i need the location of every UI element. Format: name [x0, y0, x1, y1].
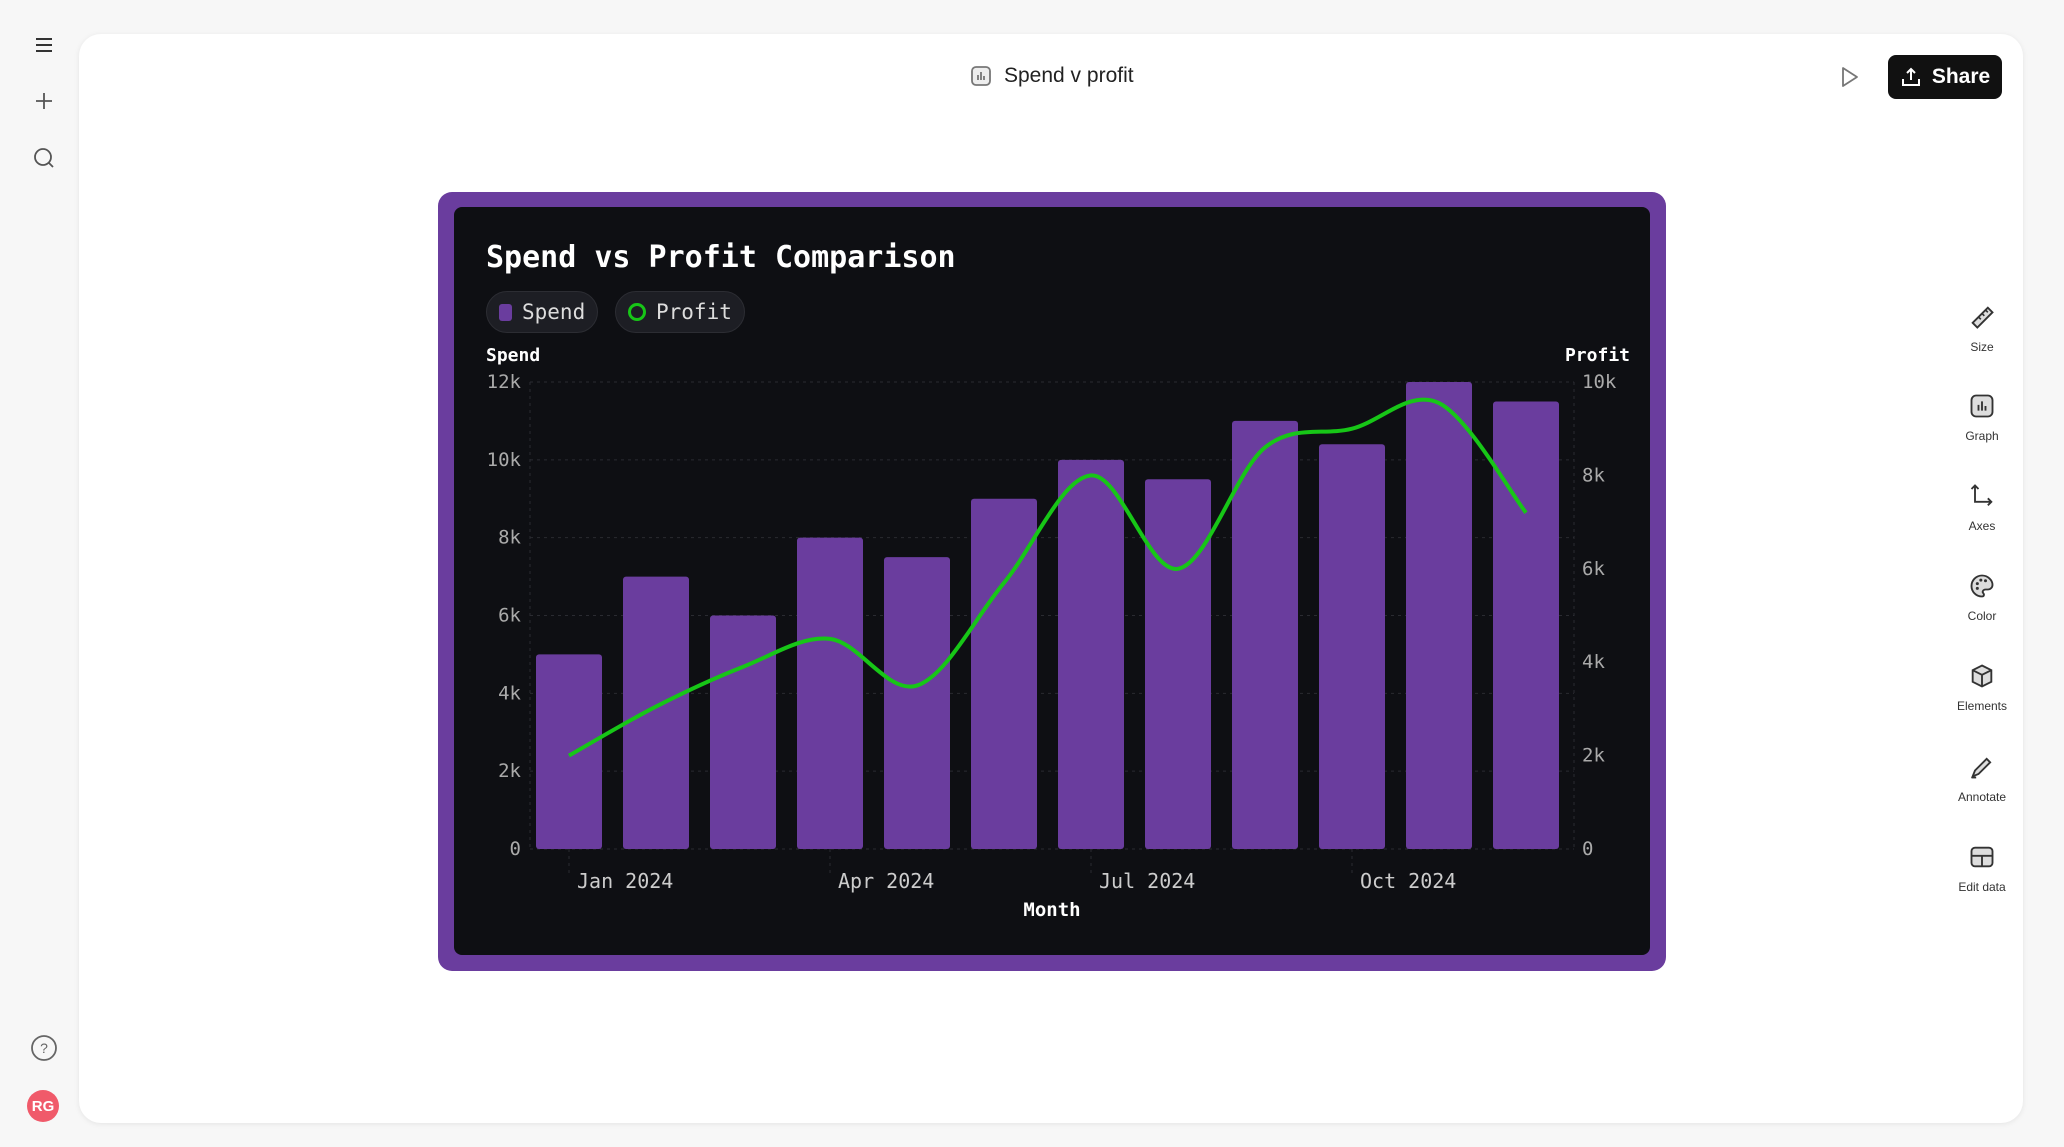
spend-bar — [1319, 444, 1385, 849]
chart-plot: 0 2k 4k 6k 8k 10k 12k 0 2k 4k 6k 8k 10k Spend Profit Ja… — [486, 345, 1630, 921]
x-tick-label: Jul 2024 — [1099, 869, 1195, 893]
spend-bar — [884, 557, 950, 849]
share-label: Share — [1931, 65, 1991, 88]
x-tick-label: Jan 2024 — [577, 869, 673, 893]
spend-bar — [1232, 420, 1298, 849]
chart-frame[interactable]: Spend vs Profit Comparison Spend Profit … — [438, 192, 1666, 971]
toolbar-axes[interactable]: Axes — [1942, 482, 2022, 533]
toolbar-label: Axes — [1968, 519, 1996, 533]
upload-icon — [1901, 67, 1920, 86]
toolbar-size[interactable]: Size — [1942, 303, 2022, 354]
y-right-tick-label: 0 — [1582, 838, 1593, 860]
help-icon[interactable]: ? — [30, 1034, 58, 1062]
avatar[interactable]: RG — [27, 1090, 59, 1122]
x-axis-title: Month — [1023, 899, 1080, 921]
y-left-tick-label: 6k — [498, 605, 521, 627]
legend-profit-label: Profit — [656, 300, 732, 324]
y-right-tick-label: 10k — [1582, 371, 1617, 393]
y-left-tick-label: 0 — [510, 838, 521, 860]
legend-spend[interactable]: Spend — [486, 291, 599, 333]
toolbar-elements[interactable]: Elements — [1942, 662, 2022, 713]
document-title-text: Spend v profit — [1004, 64, 1134, 87]
left-nav: ? RG — [0, 0, 79, 1147]
play-icon[interactable] — [1836, 64, 1862, 95]
spend-swatch — [499, 303, 512, 321]
axes-icon — [1970, 484, 1993, 506]
bar-chart-icon — [1970, 394, 1994, 418]
toolbar-color[interactable]: Color — [1942, 572, 2022, 623]
profit-swatch — [628, 303, 646, 321]
toolbar-label: Graph — [1965, 429, 1999, 443]
toolbar-label: Size — [1970, 340, 1994, 354]
plus-icon[interactable] — [30, 87, 58, 115]
ruler-icon — [1971, 306, 1994, 329]
toolbar-edit-data[interactable]: Edit data — [1942, 843, 2022, 894]
pencil-icon — [1970, 757, 1992, 779]
spend-bar — [710, 615, 776, 849]
toolbar-label: Annotate — [1957, 790, 2007, 804]
y-right-tick-label: 4k — [1582, 651, 1605, 673]
share-button[interactable]: Share — [1888, 55, 2002, 99]
toolbar-graph[interactable]: Graph — [1942, 392, 2022, 443]
palette-icon — [1970, 574, 1994, 598]
spend-bar — [1493, 401, 1559, 849]
spend-bar — [1145, 479, 1211, 849]
menu-icon[interactable] — [30, 31, 58, 59]
spend-bar — [623, 576, 689, 849]
y-right-axis-title: Profit — [1565, 345, 1630, 366]
y-left-tick-label: 2k — [498, 760, 521, 782]
toolbar-label: Elements — [1956, 699, 2008, 713]
y-left-tick-label: 4k — [498, 682, 521, 704]
chart-doc-icon — [971, 66, 991, 86]
table-icon — [1970, 846, 1994, 868]
y-left-tick-label: 8k — [498, 527, 521, 549]
y-right-tick-label: 8k — [1582, 464, 1605, 486]
toolbar-label: Edit data — [1958, 880, 2006, 894]
toolbar-annotate[interactable]: Annotate — [1942, 753, 2022, 804]
document-title[interactable]: Spend v profit — [970, 64, 1134, 88]
y-right-tick-label: 2k — [1582, 745, 1605, 767]
chart-title: Spend vs Profit Comparison — [486, 240, 956, 275]
y-left-tick-label: 10k — [487, 449, 522, 471]
profit-line — [568, 397, 1528, 758]
x-tick-label: Oct 2024 — [1360, 869, 1456, 893]
y-right-tick-label: 6k — [1582, 558, 1605, 580]
svg-text:?: ? — [40, 1040, 48, 1056]
spend-bar — [971, 498, 1037, 849]
y-left-axis-title: Spend — [486, 345, 540, 366]
spend-bar — [536, 654, 602, 849]
legend-profit[interactable]: Profit — [615, 291, 745, 333]
toolbar-label: Color — [1967, 609, 1997, 623]
spend-bar — [1406, 382, 1472, 849]
legend-spend-label: Spend — [522, 300, 586, 324]
x-tick-label: Apr 2024 — [838, 869, 934, 893]
search-icon[interactable] — [30, 144, 58, 172]
cube-icon — [1971, 664, 1993, 688]
y-left-tick-label: 12k — [487, 371, 522, 393]
chart-card: Spend vs Profit Comparison Spend Profit … — [454, 207, 1650, 955]
spend-bar — [1058, 459, 1124, 849]
spend-bar — [797, 537, 863, 849]
